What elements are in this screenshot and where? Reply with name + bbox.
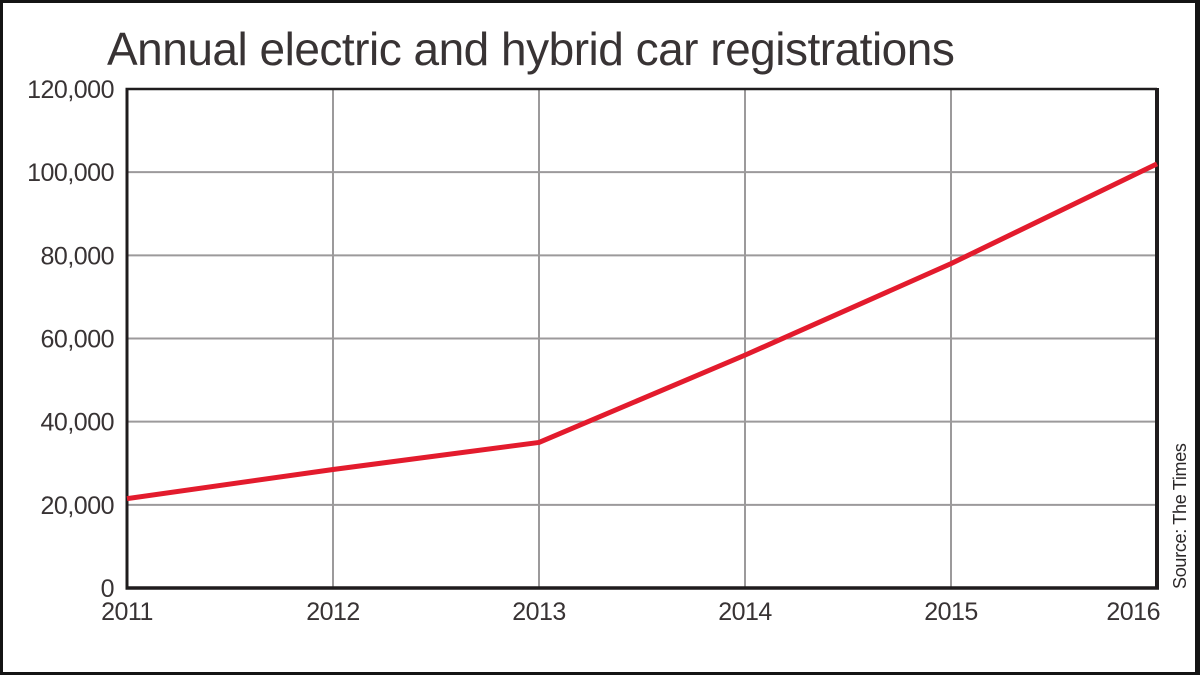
y-tick-label: 120,000 [27,76,114,104]
y-tick-label: 40,000 [41,409,114,437]
x-tick-label: 2016 [1106,598,1160,626]
y-tick-label: 0 [101,575,114,603]
y-tick-label: 80,000 [41,242,114,270]
x-tick-label: 2011 [101,598,153,626]
chart-title: Annual electric and hybrid car registrat… [107,23,955,75]
y-tick-label: 100,000 [27,159,114,187]
x-tick-label: 2015 [924,598,978,626]
x-tick-label: 2013 [512,598,566,626]
data-line [126,161,1159,502]
y-tick-label: 20,000 [41,492,114,520]
y-tick-label: 60,000 [41,326,114,354]
x-tick-label: 2014 [718,598,772,626]
source-label: Source: The Times [1170,443,1190,589]
x-tick-label: 2012 [306,598,360,626]
line-chart: 0 20,000 40,000 60,000 80,000 100,000 120,000 2… [27,76,1190,626]
